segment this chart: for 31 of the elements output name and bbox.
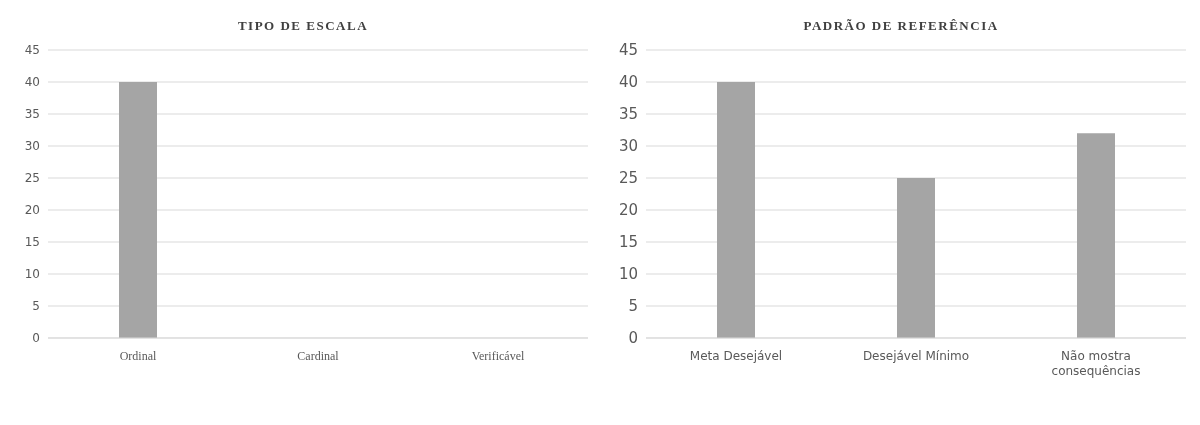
y-tick-label: 45 [24, 43, 40, 58]
x-tick-label: Cardinal [297, 349, 340, 363]
y-tick-label: 25 [24, 171, 40, 186]
y-tick-label: 40 [618, 73, 638, 92]
y-tick-label: 40 [24, 75, 40, 90]
y-tick-label: 10 [24, 267, 40, 282]
y-tick-label: 5 [628, 297, 638, 316]
x-tick-label: Não mostra consequências [1051, 349, 1141, 378]
y-tick-label: 45 [618, 41, 638, 60]
y-tick-label: 15 [24, 235, 40, 250]
y-tick-label: 30 [618, 137, 638, 156]
y-tick-label: 0 [628, 329, 638, 348]
y-tick-label: 5 [32, 299, 40, 314]
y-tick-label: 35 [618, 105, 638, 124]
chart-title: PADRÃO DE REFERÊNCIA [802, 18, 1000, 35]
y-tick-label: 35 [24, 107, 40, 122]
x-tick-label: Desejável Mínimo [862, 349, 970, 363]
chart-title: TIPO DE ESCALA [236, 18, 370, 35]
y-tick-label: 20 [24, 203, 40, 218]
y-tick-label: 0 [32, 331, 40, 346]
bar [1077, 133, 1115, 338]
bar [717, 82, 755, 338]
y-tick-label: 15 [618, 233, 638, 252]
x-tick-label: Meta Desejável [689, 349, 783, 363]
y-tick-label: 30 [24, 139, 40, 154]
y-tick-label: 25 [618, 169, 638, 188]
x-tick-label: Verificável [471, 349, 525, 363]
x-tick-label: Ordinal [119, 349, 157, 363]
bar [897, 178, 935, 338]
y-tick-label: 10 [618, 265, 638, 284]
y-tick-label: 20 [618, 201, 638, 220]
